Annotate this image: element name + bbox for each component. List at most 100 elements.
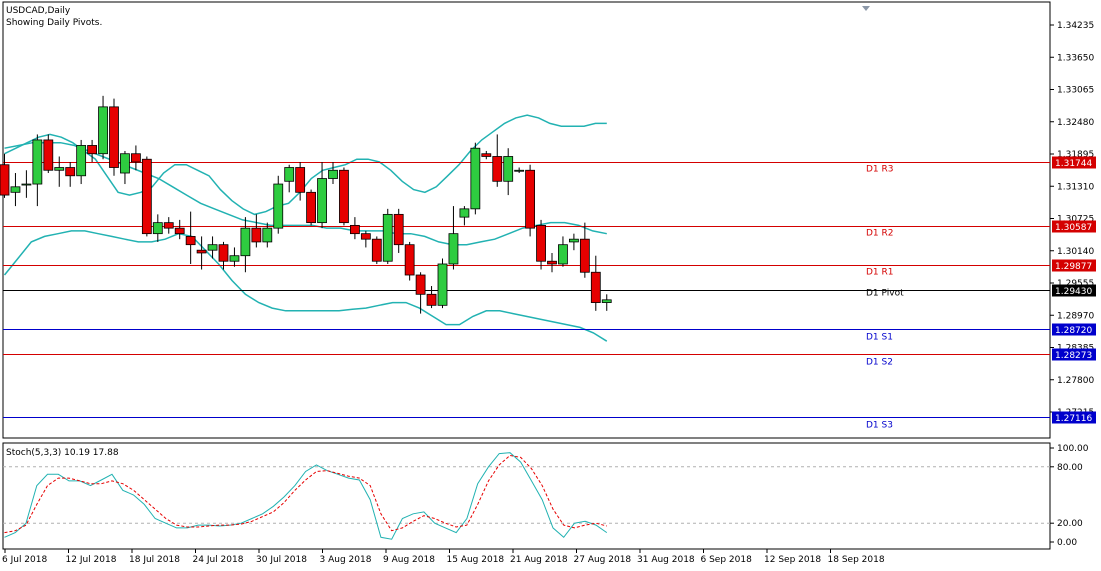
candle-body-bearish [579,238,590,273]
candle-body-bullish [120,153,130,174]
time-axis-label: 18 Jul 2018 [129,555,180,565]
candle [393,208,404,253]
candle-body-bullish [273,183,284,229]
candle [130,145,141,171]
time-axis-label: 24 Jul 2018 [193,555,244,565]
candle-body-bearish [536,224,546,262]
candle [492,134,503,187]
pivot-price-label: 1.30587 [1055,223,1092,233]
candle-body-bearish [174,227,185,235]
candle-body-bullish [32,139,43,185]
candle [306,189,317,226]
candle-body-bullish [21,183,32,186]
candle-body-bullish [10,186,21,193]
pivot-price-label: 1.29877 [1055,262,1092,272]
candle-body-bearish [547,260,557,265]
price-axis: 1.34235 1.33650 1.33065 1.32480 1.31895 1.313… [1050,21,1094,418]
candle [54,156,65,187]
candle-body-bearish [404,244,415,276]
candle-body-bullish [382,213,393,262]
pivot-name-label: D1 S2 [866,358,893,368]
bollinger-middle-line [4,141,607,246]
time-axis-label: 12 Jul 2018 [66,555,117,565]
candle-body-bullish [240,227,251,257]
candle [109,98,119,176]
candle [65,161,76,187]
stoch-panel-frame [2,442,1051,550]
candle [218,241,229,270]
time-axis-label: 6 Sep 2018 [701,555,753,565]
candle-body-bearish [0,164,10,196]
candle-body-bullish [229,255,240,262]
candle [284,164,295,193]
candle-body-bullish [503,156,514,182]
candle-body-bearish [163,222,174,229]
bollinger-lower-line [3,230,608,342]
candle [437,258,448,309]
pivot-name-label: D1 Pivot [866,289,904,299]
time-axis-label: 15 Aug 2018 [447,555,505,565]
price-axis-label: 1.31895 [1057,150,1094,160]
candle-body-bullish [317,178,327,224]
candle [141,156,152,237]
candle-body-bullish [470,147,481,210]
pivot-price-box [1052,259,1096,272]
candle [240,217,251,273]
candle-body-bearish [426,293,437,306]
time-axis-label: 30 Jul 2018 [256,555,307,565]
stoch-signal-line [4,454,607,534]
candle [152,214,163,242]
candle-body-bullish [437,263,448,306]
candle-body-bullish [54,167,65,171]
candle [229,247,240,267]
stochastic-oscillator: 100.00 80.00 20.00 0.00 [3,444,1089,548]
candle-body-bearish [360,233,371,240]
candle-body-bullish [76,145,87,177]
candle [32,134,43,207]
candle-body-bullish [262,227,273,243]
candle [569,233,579,251]
price-axis-label: 1.29555 [1057,279,1094,289]
chart-shift-marker-icon[interactable] [862,6,870,11]
candle-body-bearish [371,238,382,262]
chart-symbol-title: USDCAD,Daily [6,6,71,16]
time-axis: 6 Jul 2018 12 Jul 2018 18 Jul 2018 24 Jul 2… [2,549,885,565]
candle [404,241,415,281]
candle [481,150,492,160]
candle [76,139,87,185]
candle-body-bearish [492,156,503,182]
price-axis-label: 1.34235 [1057,21,1094,31]
candle-body-bearish [196,249,207,254]
pivot-price-box [1052,284,1096,297]
time-axis-label: 12 Sep 2018 [764,555,821,565]
candle-body-bearish [185,236,196,246]
candle [295,161,306,201]
stoch-axis-label: 100.00 [1057,444,1089,454]
bollinger-bands [3,114,608,342]
candle-body-bearish [141,158,152,235]
candle-body-bearish [130,153,141,163]
candle [349,217,360,240]
time-axis-label: 31 Aug 2018 [637,555,695,565]
stoch-axis-label: 20.00 [1057,519,1083,529]
pivot-name-label: D1 S3 [866,421,893,431]
pivot-price-label: 1.28720 [1055,326,1092,336]
candle-body-bullish [98,106,108,155]
candle-body-bearish [109,106,119,168]
stoch-axis-label: 80.00 [1057,463,1083,473]
candle [579,222,590,278]
price-axis-label: 1.33650 [1057,53,1094,63]
candle-body-bearish [251,227,262,243]
time-axis-label: 9 Aug 2018 [383,555,435,565]
time-axis-label: 18 Sep 2018 [828,555,885,565]
candle [448,206,459,270]
price-axis-label: 1.31310 [1057,182,1094,192]
price-axis-label: 1.32480 [1057,118,1094,128]
candle-body-bullish [152,222,163,235]
candle [185,211,196,264]
stoch-label: Stoch(5,3,3) 10.19 17.88 [6,448,119,458]
candle-body-bearish [339,169,349,224]
candle-body-bearish [87,145,97,155]
candle-body-bearish [43,139,54,171]
